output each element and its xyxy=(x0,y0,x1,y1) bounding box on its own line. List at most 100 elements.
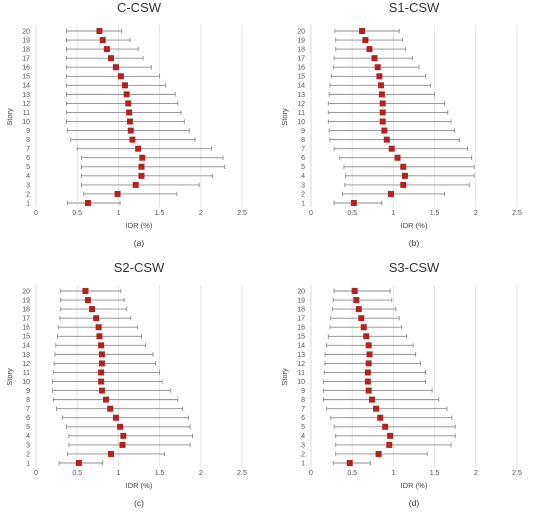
x-tick-label: 1.5 xyxy=(155,470,165,477)
story-label: 9 xyxy=(301,128,305,135)
story-label: 1 xyxy=(26,460,30,467)
mean-marker xyxy=(387,190,394,197)
x-tick-label: 0.5 xyxy=(347,470,357,477)
mean-marker xyxy=(99,37,106,44)
x-axis-label: IDR (%) xyxy=(401,221,428,230)
mean-marker xyxy=(381,127,388,134)
mean-marker xyxy=(112,64,119,71)
story-label: 10 xyxy=(22,119,30,126)
story-label: 8 xyxy=(301,397,305,404)
mean-marker xyxy=(93,315,100,322)
mean-marker xyxy=(383,136,390,143)
story-label: 11 xyxy=(23,110,30,117)
mean-marker xyxy=(98,378,105,385)
mean-marker xyxy=(351,288,358,294)
x-tick-label: 0 xyxy=(309,210,313,217)
story-label: 15 xyxy=(22,74,30,81)
story-label: 6 xyxy=(301,415,305,422)
mean-marker xyxy=(355,306,362,313)
story-label: 8 xyxy=(26,397,30,404)
mean-marker xyxy=(366,46,373,53)
mean-marker xyxy=(117,423,124,430)
mean-marker xyxy=(379,118,386,125)
story-label: 5 xyxy=(26,424,30,431)
mean-marker xyxy=(366,351,373,358)
story-label: 8 xyxy=(301,137,305,144)
story-label: 13 xyxy=(22,92,30,99)
mean-marker xyxy=(75,460,82,466)
mean-marker xyxy=(127,127,134,134)
mean-marker xyxy=(400,163,407,170)
x-tick-label: 0.5 xyxy=(72,470,82,477)
mean-marker xyxy=(125,100,132,107)
mean-marker xyxy=(117,73,124,80)
story-label: 7 xyxy=(301,146,305,153)
story-label: 2 xyxy=(301,191,305,198)
mean-marker xyxy=(382,423,389,430)
mean-marker xyxy=(96,333,103,340)
mean-marker xyxy=(387,432,394,439)
mean-marker xyxy=(365,342,372,349)
mean-marker xyxy=(114,190,121,197)
panel-caption: (b) xyxy=(409,238,420,248)
mean-marker xyxy=(365,360,372,367)
mean-marker xyxy=(119,441,126,448)
x-tick-label: 0 xyxy=(34,470,38,477)
mean-marker xyxy=(103,46,110,53)
chart-panel-b: 0 0.5 1 1.5 2 2.5 S1-CSW IDR (%) Story (b) 1 2 3 4 5 6 7… xyxy=(275,0,550,259)
story-label: 3 xyxy=(301,182,305,189)
mean-marker xyxy=(98,369,105,376)
panel-caption: (d) xyxy=(409,498,420,508)
y-axis-label: Story xyxy=(5,368,14,386)
x-tick-label: 2 xyxy=(199,470,203,477)
story-label: 19 xyxy=(297,37,305,44)
story-label: 1 xyxy=(26,200,30,207)
story-label: 15 xyxy=(22,334,30,341)
mean-marker xyxy=(375,450,382,457)
mean-marker xyxy=(346,460,353,466)
story-label: 12 xyxy=(297,101,305,108)
x-tick-label: 1 xyxy=(391,210,395,217)
story-label: 6 xyxy=(26,155,30,162)
story-label: 4 xyxy=(26,433,30,440)
panel-caption: (a) xyxy=(134,238,145,248)
story-label: 4 xyxy=(301,433,305,440)
mean-marker xyxy=(386,441,393,448)
mean-marker xyxy=(363,333,370,340)
story-label: 7 xyxy=(26,146,30,153)
story-label: 7 xyxy=(301,406,305,413)
story-label: 10 xyxy=(22,379,30,386)
story-label: 17 xyxy=(297,56,305,63)
mean-marker xyxy=(360,324,367,331)
x-tick-label: 2.5 xyxy=(237,210,247,217)
story-label: 16 xyxy=(297,65,305,72)
chart-title: S1-CSW xyxy=(389,0,440,15)
chart-title: S2-CSW xyxy=(114,260,165,275)
story-label: 16 xyxy=(22,65,30,72)
mean-marker xyxy=(378,82,385,89)
chart-title: C-CSW xyxy=(117,0,162,15)
story-label: 3 xyxy=(301,442,305,449)
y-axis-label: Story xyxy=(280,108,289,126)
story-label: 11 xyxy=(298,110,305,117)
story-label: 13 xyxy=(297,92,305,99)
mean-marker xyxy=(350,200,357,206)
x-axis-label: IDR (%) xyxy=(126,221,153,230)
chart-panel-a: 0 0.5 1 1.5 2 2.5 C-CSW IDR (%) Story (a) 1 2 3 4 5 6 7 8… xyxy=(0,0,275,259)
mean-marker xyxy=(358,315,365,322)
story-label: 1 xyxy=(301,200,305,207)
mean-marker xyxy=(121,82,128,89)
mean-marker xyxy=(376,73,383,80)
mean-marker xyxy=(82,288,89,294)
mean-marker xyxy=(359,28,366,34)
mean-marker xyxy=(394,154,401,161)
story-label: 20 xyxy=(22,288,30,295)
mean-marker xyxy=(107,450,114,457)
x-tick-label: 1.5 xyxy=(430,470,440,477)
story-label: 20 xyxy=(297,28,305,35)
story-label: 20 xyxy=(297,288,305,295)
story-label: 17 xyxy=(22,316,30,323)
